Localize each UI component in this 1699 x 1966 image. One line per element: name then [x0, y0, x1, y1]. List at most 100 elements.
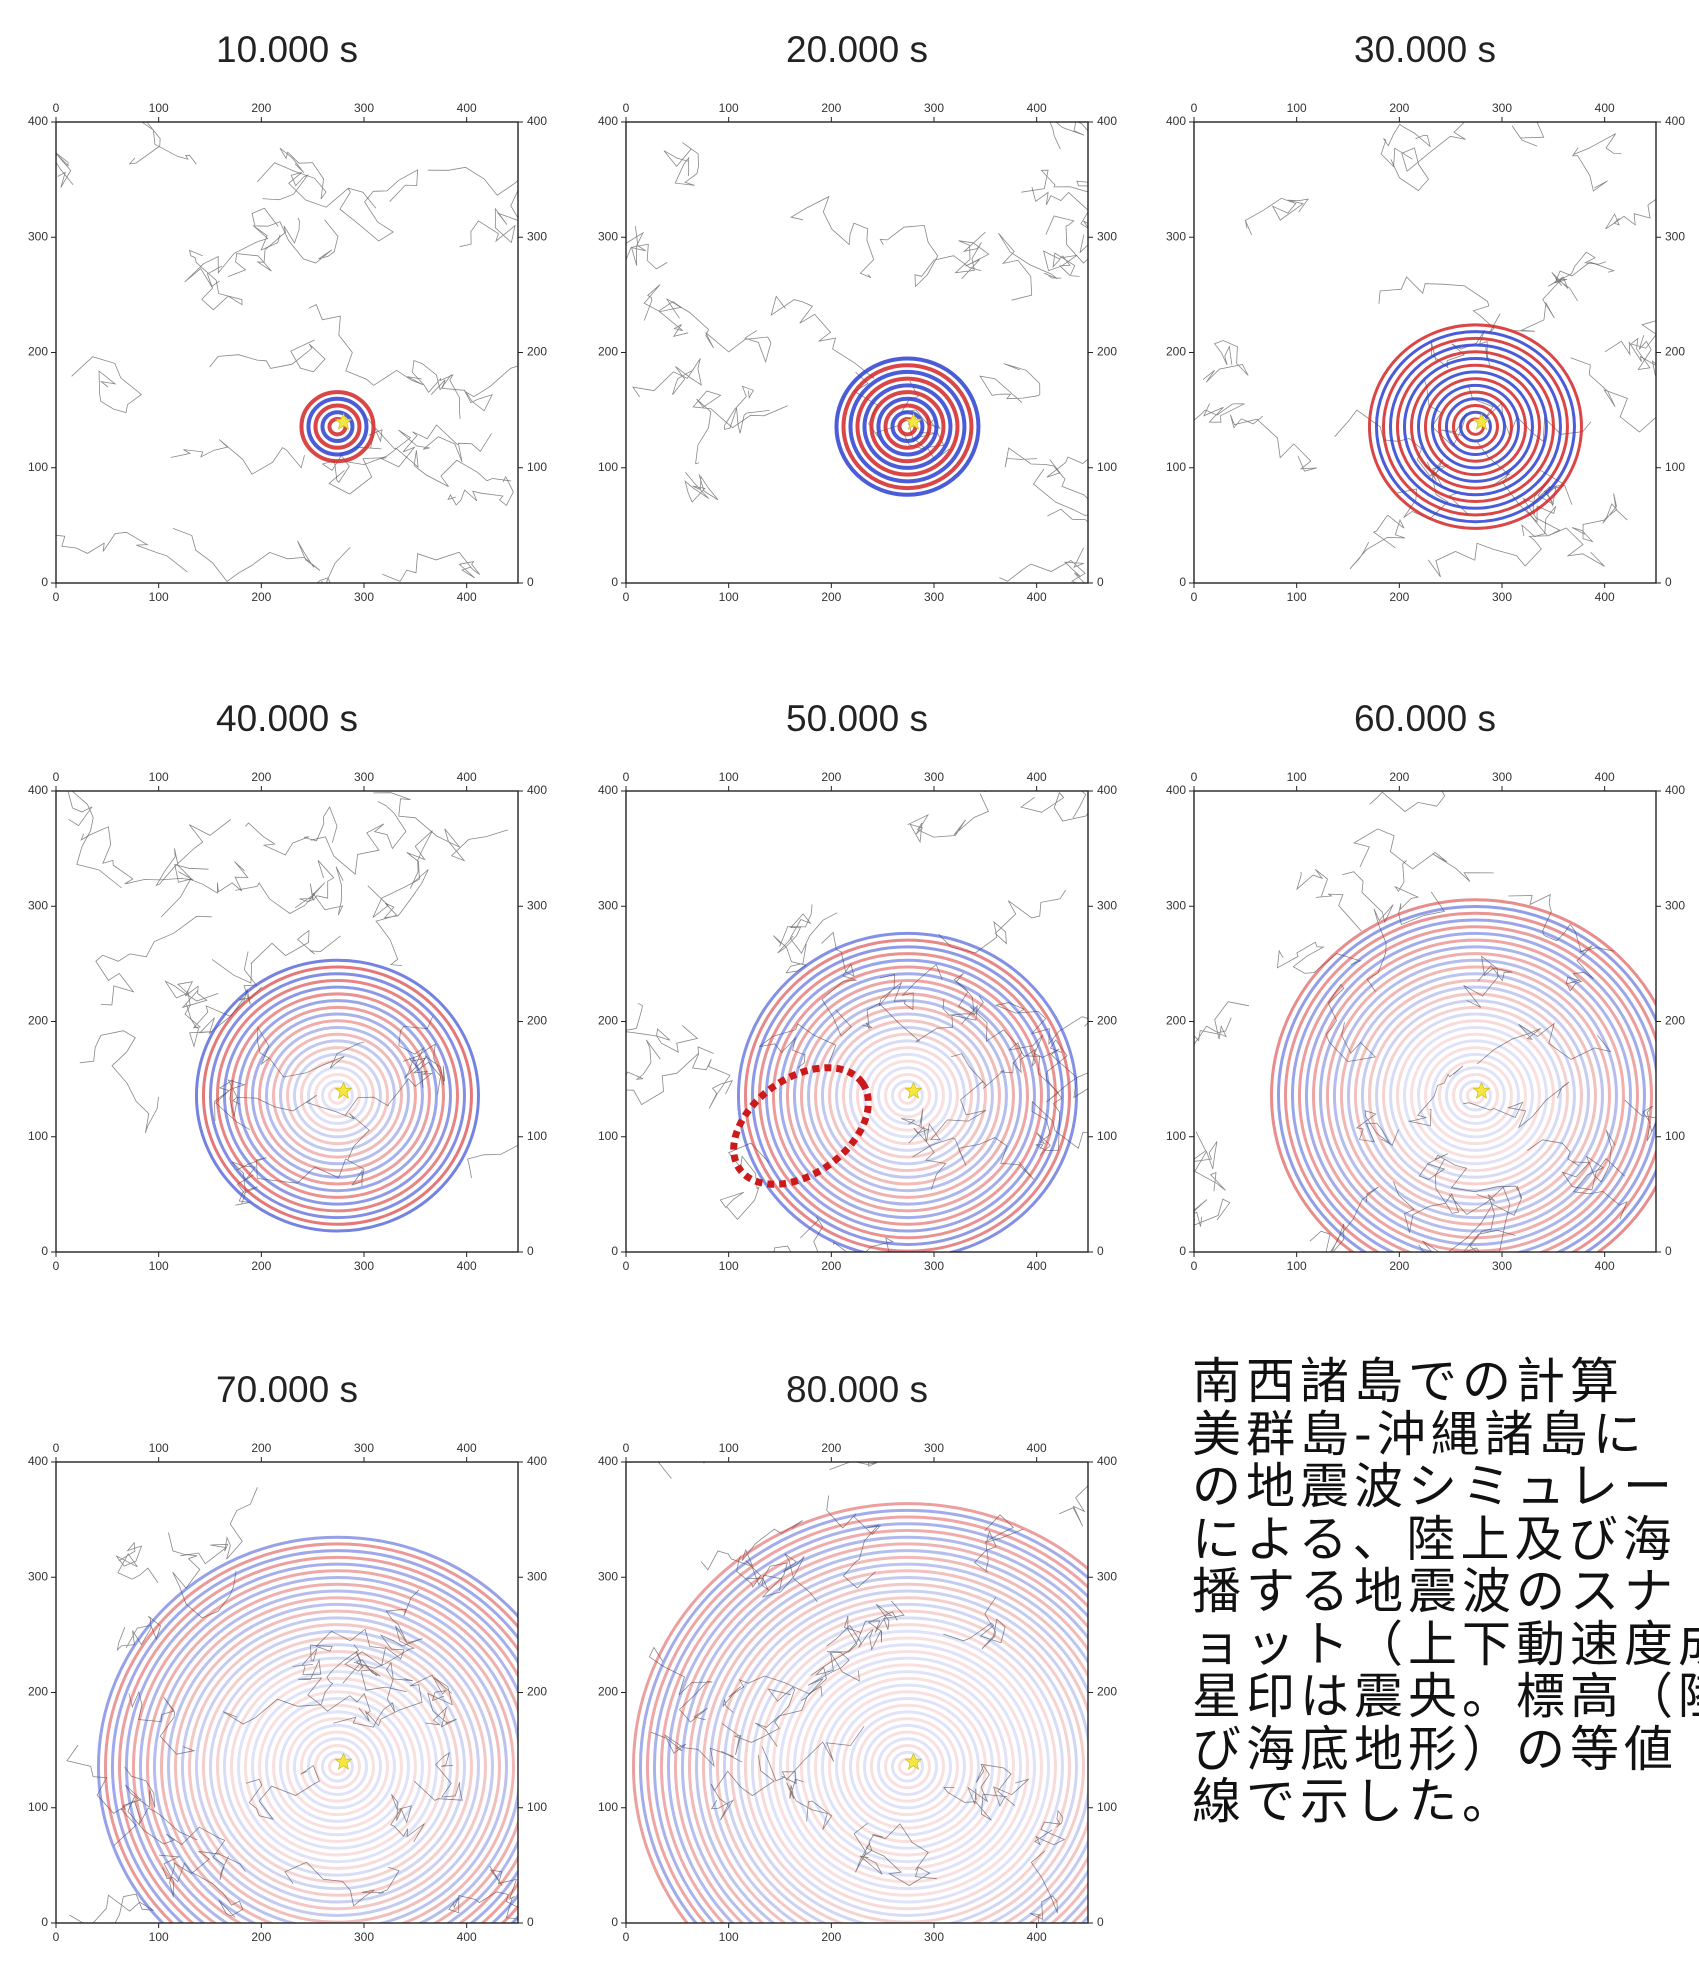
y-tick-label: 400	[1097, 783, 1117, 797]
contour	[96, 916, 212, 1005]
y-tick-label: 300	[28, 1569, 48, 1583]
y-tick-label: 400	[1097, 114, 1117, 128]
x-tick-label: 400	[457, 1930, 477, 1944]
x-tick-label: 100	[719, 1441, 739, 1455]
caption-line: 線で示した。	[1192, 1776, 1699, 1829]
wave-ring	[738, 1604, 1076, 1928]
x-tick-label: 200	[821, 1441, 841, 1455]
plot-frame	[626, 122, 1088, 583]
wave-ring	[273, 1034, 401, 1157]
contour	[998, 233, 1061, 300]
contour	[33, 149, 73, 187]
map	[1165, 744, 1684, 1292]
contour	[376, 870, 428, 966]
contour	[1177, 404, 1244, 460]
y-tick-label: 100	[598, 1129, 618, 1143]
caption-line: ョット（上下動速度成	[1192, 1619, 1699, 1672]
x-tick-label: 100	[719, 101, 739, 115]
y-tick-label: 0	[527, 1244, 534, 1258]
wave-ring	[210, 1645, 464, 1889]
y-tick-label: 0	[41, 1244, 48, 1258]
y-tick-label: 300	[1166, 229, 1186, 243]
wave-ring	[1446, 399, 1504, 455]
map	[67, 1487, 593, 1966]
y-tick-label: 300	[527, 229, 547, 243]
x-tick-label: 100	[149, 590, 169, 604]
contour	[309, 305, 424, 386]
y-tick-label: 300	[598, 1569, 618, 1583]
y-tick-label: 200	[598, 1014, 618, 1028]
y-tick-label: 400	[527, 783, 547, 797]
y-tick-label: 0	[1665, 1244, 1672, 1258]
contour	[468, 1100, 582, 1178]
wave-ring	[238, 1672, 436, 1862]
x-tick-label: 0	[53, 1259, 60, 1273]
panel-title: 70.000 s	[216, 1369, 358, 1410]
map	[611, 97, 1139, 588]
y-tick-label: 400	[598, 1454, 618, 1468]
x-tick-label: 200	[1389, 101, 1409, 115]
wave-ring	[273, 1705, 401, 1828]
x-tick-label: 300	[354, 1441, 374, 1455]
contour	[185, 226, 280, 287]
x-tick-label: 300	[924, 1930, 944, 1944]
y-tick-label: 0	[41, 575, 48, 589]
contour	[428, 142, 571, 195]
wave-ring	[759, 1625, 1055, 1909]
x-tick-label: 0	[53, 590, 60, 604]
y-tick-label: 100	[527, 1129, 547, 1143]
contour	[1190, 1132, 1226, 1192]
wave-ring	[703, 1571, 1111, 1963]
wave-ring	[203, 967, 471, 1224]
y-tick-label: 300	[1166, 898, 1186, 912]
caption: 南西諸島での計算美群島-沖縄諸島にの地震波シミュレーによる、陸上及び海播する地震…	[1192, 1356, 1699, 1966]
panel: 60.000 s00100100200200300300400400001001…	[1165, 698, 1685, 1292]
contour	[295, 860, 334, 908]
x-tick-label: 400	[457, 1441, 477, 1455]
contour	[262, 172, 376, 208]
x-tick-label: 0	[53, 1441, 60, 1455]
contour	[1230, 415, 1317, 471]
contour	[431, 365, 538, 411]
y-tick-label: 200	[1166, 1014, 1186, 1028]
y-tick-label: 400	[1665, 783, 1685, 797]
map	[619, 755, 1146, 1291]
panel: 80.000 s00100100200200300300400400001001…	[598, 1369, 1181, 1966]
wave-ring	[752, 947, 1062, 1245]
contour	[228, 218, 299, 277]
contour	[1571, 358, 1699, 432]
x-tick-label: 200	[1389, 590, 1409, 604]
x-tick-label: 200	[821, 770, 841, 784]
y-tick-label: 100	[1665, 1129, 1685, 1143]
x-tick-label: 400	[1027, 1441, 1047, 1455]
wave-ring	[308, 1068, 366, 1124]
panel-title: 60.000 s	[1354, 698, 1496, 739]
wave-ring	[1439, 1061, 1511, 1130]
contour	[611, 226, 667, 269]
x-tick-label: 300	[354, 590, 374, 604]
wave-ring	[231, 994, 443, 1198]
x-tick-label: 0	[53, 770, 60, 784]
wave-ring	[1376, 1001, 1574, 1191]
y-tick-label: 100	[527, 460, 547, 474]
contour	[939, 890, 1066, 953]
wave-ring	[710, 1578, 1104, 1956]
contour	[81, 827, 193, 884]
x-tick-label: 200	[251, 101, 271, 115]
x-tick-label: 200	[821, 1930, 841, 1944]
contour	[1548, 252, 1606, 301]
wave-ring	[850, 372, 964, 481]
y-tick-label: 0	[527, 575, 534, 589]
y-tick-label: 300	[1665, 898, 1685, 912]
x-tick-label: 400	[1027, 1259, 1047, 1273]
wave-ring	[850, 1712, 964, 1821]
wave-ring	[182, 1618, 492, 1916]
x-tick-label: 400	[1595, 590, 1615, 604]
y-tick-label: 100	[28, 1129, 48, 1143]
contour	[68, 776, 122, 888]
wave-ring	[1411, 1034, 1539, 1157]
x-tick-label: 200	[251, 1441, 271, 1455]
y-tick-label: 300	[1665, 229, 1685, 243]
contour	[340, 170, 418, 241]
contour	[1021, 168, 1112, 194]
